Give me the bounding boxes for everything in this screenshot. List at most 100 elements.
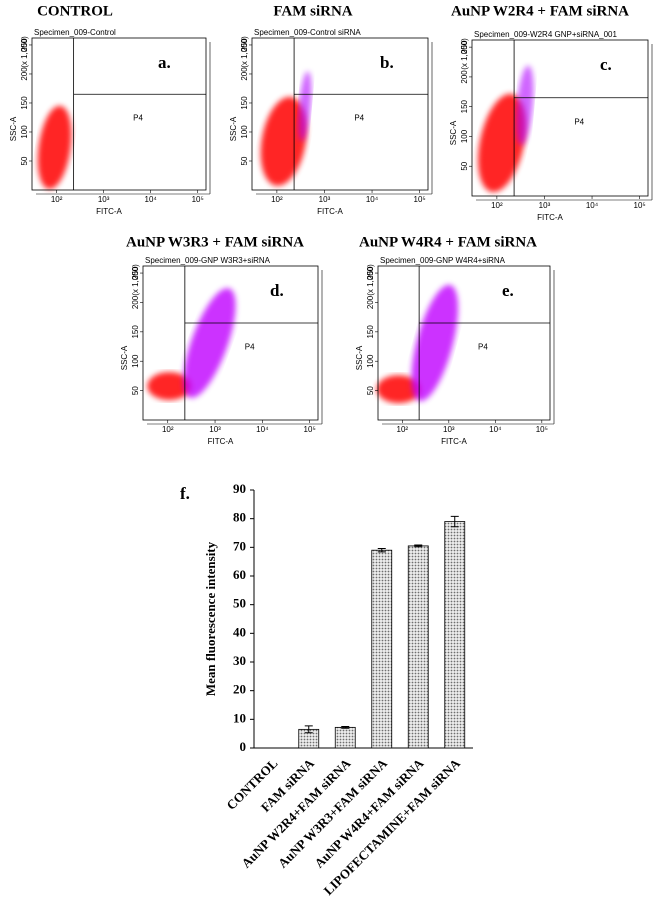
panel-title: AuNP W4R4 + FAM siRNA xyxy=(359,234,537,250)
x-tick-label: 10² xyxy=(271,195,283,204)
event-density xyxy=(183,288,236,398)
y-tick-label: 100 xyxy=(20,125,29,139)
x-axis-label: FITC-A xyxy=(537,213,563,222)
y-tick-label: 200 xyxy=(131,295,140,309)
event-density xyxy=(516,65,534,146)
y-tick-label: 250 xyxy=(20,38,29,52)
x-tick-label: 10⁵ xyxy=(192,195,204,204)
specimen-label: Specimen_009-Control siRNA xyxy=(254,28,361,37)
y-tick-label: 70 xyxy=(233,538,246,553)
plot-frame xyxy=(142,265,319,421)
y-tick-label: 200 xyxy=(460,70,469,84)
x-axis-label: FITC-A xyxy=(441,437,467,446)
x-tick-label: 10² xyxy=(397,425,409,434)
error-bar xyxy=(414,544,423,548)
bar xyxy=(334,726,356,749)
y-tick-label: 150 xyxy=(131,325,140,339)
bar xyxy=(444,521,466,749)
x-tick-label: 10⁵ xyxy=(304,425,316,434)
y-tick-label: 100 xyxy=(366,354,375,368)
x-tick-label: 10² xyxy=(162,425,174,434)
panel-label: e. xyxy=(502,281,514,300)
bar xyxy=(407,545,429,749)
y-axis-label: SSC-A xyxy=(355,345,364,370)
x-tick-label: 10² xyxy=(51,195,63,204)
gate-label: P4 xyxy=(354,113,364,122)
event-density xyxy=(260,96,307,186)
plot-frame xyxy=(471,39,649,197)
y-tick-label: 50 xyxy=(240,156,249,165)
y-tick-label: 10 xyxy=(233,710,246,725)
y-tick-label: 80 xyxy=(233,510,246,525)
y-tick-label: 100 xyxy=(240,125,249,139)
panel-label: b. xyxy=(380,53,394,72)
y-tick-label: 250 xyxy=(366,266,375,280)
x-axis-label: FITC-A xyxy=(208,437,234,446)
panel-title: AuNP W3R3 + FAM siRNA xyxy=(126,234,304,250)
event-density xyxy=(376,375,421,404)
plot-frame xyxy=(377,265,551,421)
panel-label: d. xyxy=(270,281,284,300)
x-tick-label: 10⁵ xyxy=(536,425,548,434)
x-tick-label: 10³ xyxy=(98,195,110,204)
x-tick-label: 10⁴ xyxy=(489,425,502,434)
specimen-label: Specimen_009-W2R4 GNP+siRNA_001 xyxy=(474,30,618,39)
y-tick-label: 20 xyxy=(233,682,246,697)
plot-frame xyxy=(251,37,429,191)
y-unit: (x 1,000) xyxy=(460,38,469,70)
y-tick-label: 0 xyxy=(240,739,247,754)
y-tick-label: 100 xyxy=(460,129,469,143)
y-axis-label: SSC-A xyxy=(229,116,238,141)
y-tick-label: 30 xyxy=(233,653,246,668)
y-tick-label: 50 xyxy=(366,386,375,395)
panel-title: FAM siRNA xyxy=(273,3,352,19)
x-tick-label: 10³ xyxy=(209,425,221,434)
y-unit: (x 1,000) xyxy=(20,36,29,68)
y-tick-label: 150 xyxy=(20,96,29,110)
x-tick-label: 10⁵ xyxy=(414,195,426,204)
x-tick-label: 10⁵ xyxy=(634,201,646,210)
y-tick-label: 250 xyxy=(460,40,469,54)
y-axis-label: SSC-A xyxy=(120,345,129,370)
x-tick-label: 10⁴ xyxy=(145,195,158,204)
x-axis-label: FITC-A xyxy=(96,207,122,216)
gate-label: P4 xyxy=(478,342,488,351)
y-tick-label: 50 xyxy=(131,386,140,395)
y-axis-label: SSC-A xyxy=(449,120,458,145)
y-unit: (x 1,000) xyxy=(366,264,375,296)
error-bar xyxy=(377,547,386,553)
bar xyxy=(371,549,393,749)
y-tick-label: 60 xyxy=(233,567,246,582)
y-tick-label: 50 xyxy=(233,596,246,611)
panel-title: CONTROL xyxy=(37,3,113,19)
plot-frame xyxy=(31,37,207,191)
y-tick-label: 50 xyxy=(20,156,29,165)
y-tick-label: 250 xyxy=(240,38,249,52)
y-unit: (x 1,000) xyxy=(240,36,249,68)
y-tick-label: 200 xyxy=(366,295,375,309)
x-tick-label: 10³ xyxy=(319,195,331,204)
x-axis-label: FITC-A xyxy=(317,207,343,216)
y-tick-label: 150 xyxy=(240,96,249,110)
gate-label: P4 xyxy=(245,342,255,351)
error-bar xyxy=(450,515,459,528)
x-tick-label: 10⁴ xyxy=(366,195,379,204)
panel-label: c. xyxy=(600,55,612,74)
y-tick-label: 90 xyxy=(233,481,246,496)
panel-title: AuNP W2R4 + FAM siRNA xyxy=(451,3,629,19)
y-tick-label: 200 xyxy=(20,67,29,81)
y-tick-label: 250 xyxy=(131,266,140,280)
x-tick-label: 10⁴ xyxy=(586,201,599,210)
specimen-label: Specimen_009-GNP W4R4+siRNA xyxy=(380,256,506,265)
gate-label: P4 xyxy=(574,117,584,126)
y-axis-label: Mean fluorescence intensity xyxy=(203,541,218,696)
panel-label: a. xyxy=(158,53,171,72)
event-density xyxy=(411,284,459,402)
event-density xyxy=(37,105,72,190)
specimen-label: Specimen_009-GNP W3R3+siRNA xyxy=(145,256,271,265)
x-tick-label: 10³ xyxy=(443,425,455,434)
event-density xyxy=(147,372,192,401)
specimen-label: Specimen_009-Control xyxy=(34,28,116,37)
y-axis-label: SSC-A xyxy=(9,116,18,141)
